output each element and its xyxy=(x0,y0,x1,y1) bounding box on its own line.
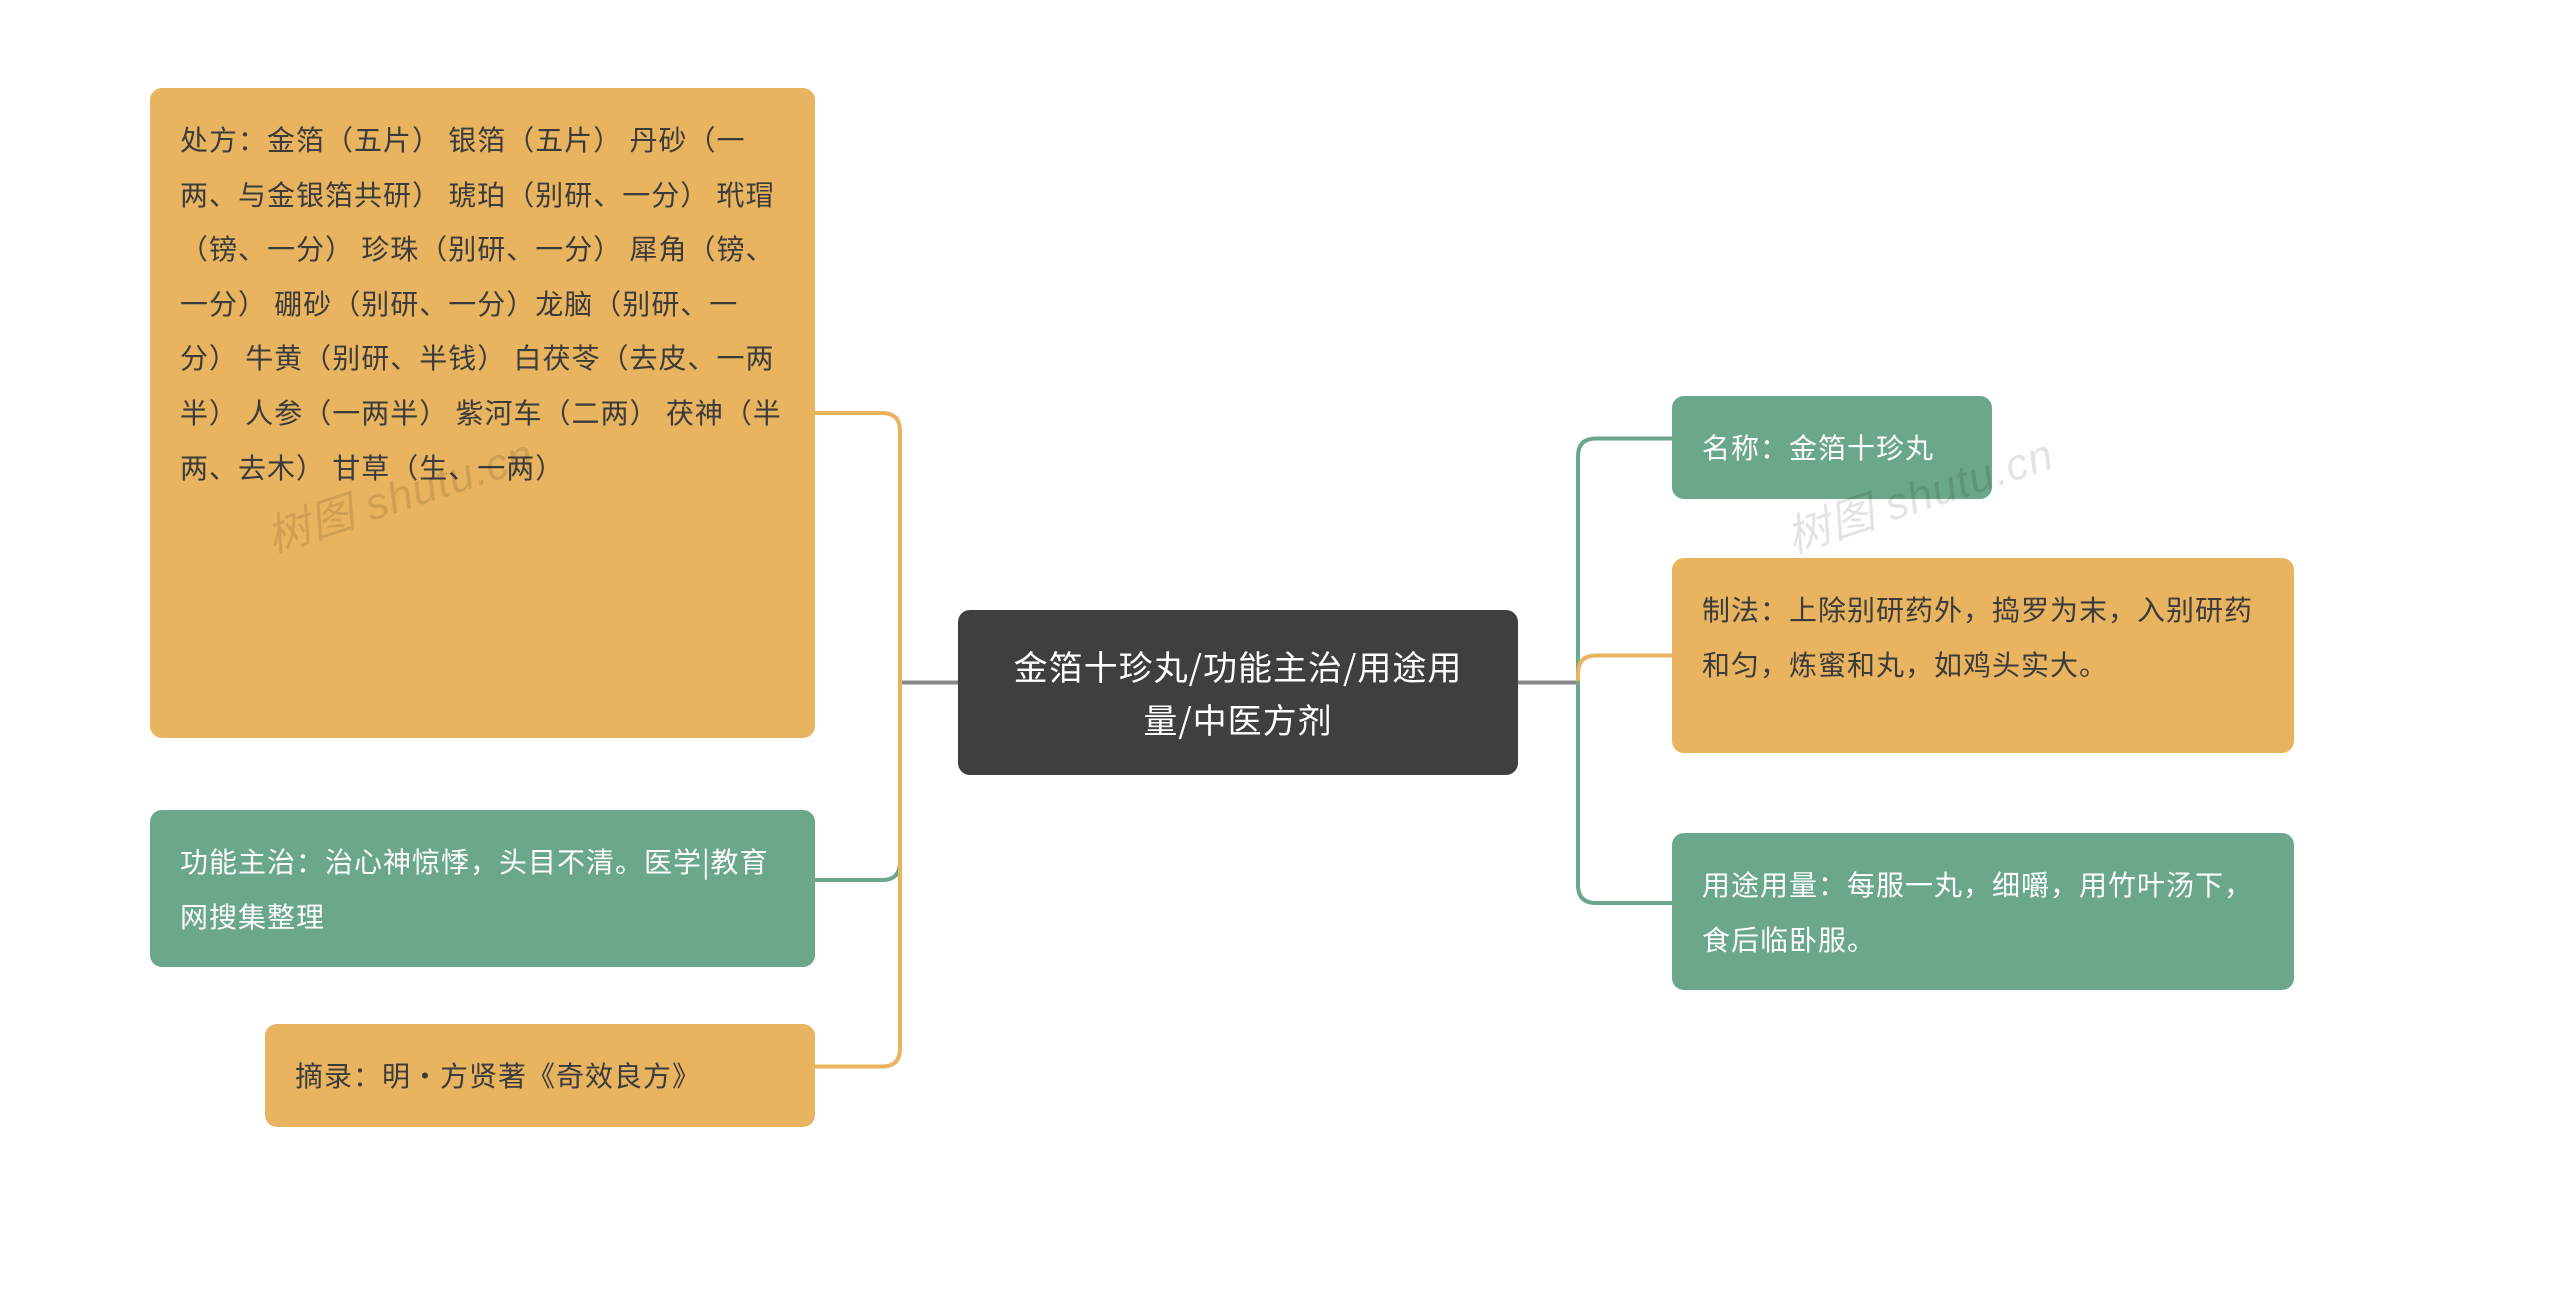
left-node-function: 功能主治：治心神惊悸，头目不清。医学|教育网搜集整理 xyxy=(150,810,815,967)
left-node-prescription: 处方：金箔（五片） 银箔（五片） 丹砂（一两、与金银箔共研） 琥珀（别研、一分）… xyxy=(150,88,815,738)
right-node-name: 名称：金箔十珍丸 xyxy=(1672,396,1992,499)
mindmap-canvas: 金箔十珍丸/功能主治/用途用量/中医方剂处方：金箔（五片） 银箔（五片） 丹砂（… xyxy=(0,0,2560,1304)
center-node: 金箔十珍丸/功能主治/用途用量/中医方剂 xyxy=(958,610,1518,775)
left-node-excerpt: 摘录：明·方贤著《奇效良方》 xyxy=(265,1024,815,1127)
right-node-dosage: 用途用量：每服一丸，细嚼，用竹叶汤下，食后临卧服。 xyxy=(1672,833,2294,990)
right-node-method: 制法：上除别研药外，捣罗为末，入别研药和匀，炼蜜和丸，如鸡头实大。 xyxy=(1672,558,2294,753)
